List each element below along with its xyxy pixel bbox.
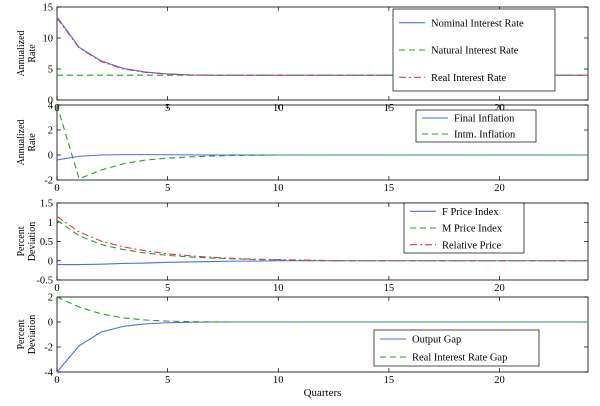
y-axis-label-line: Annualized [16, 119, 27, 165]
x-tick-label: 10 [273, 183, 284, 194]
x-tick-label: 0 [54, 375, 59, 386]
x-tick-label: 5 [165, 283, 170, 294]
y-tick-label: 5 [48, 65, 53, 76]
series-line-real-interest-rate-gap [56, 296, 588, 323]
legend-box [373, 329, 540, 367]
y-axis-label-line: Deviation [27, 222, 38, 261]
legend-label: M Price Index [442, 224, 503, 235]
series-line-intm-inflation [56, 104, 588, 180]
x-tick-label: 20 [494, 375, 505, 386]
y-axis-label-line: Percent [16, 319, 27, 349]
y-tick-label: -4 [44, 368, 53, 379]
y-tick-label: -2 [44, 343, 53, 354]
x-tick-label: 0 [54, 283, 59, 294]
plot-frame [56, 104, 589, 181]
series-line-output-gap [56, 321, 588, 373]
legend-label: Real Interest Rate Gap [412, 353, 507, 364]
legend: Nominal Interest Rate Natural Interest Ra… [392, 8, 556, 92]
y-tick-label: 10 [43, 34, 54, 45]
x-tick-label: 10 [273, 375, 284, 386]
x-tick-label: 10 [273, 283, 284, 294]
legend-label: Output Gap [412, 335, 461, 346]
x-tick-label: 15 [384, 283, 395, 294]
y-axis-label: PercentDeviation [16, 315, 38, 354]
legend: F Price Index M Price Index Relative Price [403, 202, 525, 254]
legend: Output Gap Real Interest Rate Gap [373, 329, 540, 367]
y-tick-label: 0 [48, 151, 53, 162]
x-tick-label: 15 [384, 375, 395, 386]
legend-box [415, 109, 537, 143]
plot-frame [56, 296, 589, 373]
legend-label: F Price Index [442, 207, 499, 218]
legend-label: Final Inflation [454, 114, 515, 125]
y-tick-label: 0 [48, 96, 53, 107]
y-tick-label: 0 [48, 256, 53, 267]
y-axis-label-line: Percent [16, 226, 27, 256]
y-tick-label: -2 [44, 176, 53, 187]
y-tick-label: -0.5 [36, 276, 53, 287]
x-tick-label: 20 [494, 183, 505, 194]
y-axis-label-line: Deviation [27, 315, 38, 354]
x-axis-label: Quarters [304, 387, 342, 399]
x-tick-label: 20 [494, 283, 505, 294]
x-tick-label: 5 [165, 183, 170, 194]
y-tick-label: 4 [48, 101, 54, 112]
plot-frame [56, 6, 589, 101]
y-axis-label-line: Annualized [16, 30, 27, 76]
legend-label: Real Interest Rate [431, 73, 507, 84]
panel-1: 05101520051015AnnualizedRateNominal Inte… [16, 3, 589, 114]
series-line-real-interest-rate [56, 17, 588, 76]
legend-label: Intm. Inflation [454, 130, 516, 141]
y-tick-label: 1 [48, 218, 53, 229]
x-tick-label: 5 [165, 375, 170, 386]
legend-label: Natural Interest Rate [431, 46, 519, 57]
y-axis-label: AnnualizedRate [16, 119, 38, 165]
panel-4: 0 5 10 15 20 -4 -2 0 2 PercentDeviation Output Gap… [16, 293, 589, 399]
y-axis-label-line: Rate [27, 133, 38, 152]
y-axis-label: AnnualizedRate [16, 30, 38, 76]
legend-label: Nominal Interest Rate [431, 18, 524, 29]
y-tick-label: 0.5 [40, 237, 53, 248]
legend-label: Relative Price [442, 240, 502, 251]
y-axis-label: PercentDeviation [16, 222, 38, 261]
series-line-f-price-index [57, 260, 588, 266]
y-tick-label: 2 [48, 126, 53, 137]
y-tick-label: 15 [43, 3, 54, 14]
legend: Final Inflation Intm. Inflation [415, 109, 537, 143]
y-tick-label: 0 [48, 318, 53, 329]
y-axis-label-line: Rate [27, 44, 38, 63]
series-line-relative-price [56, 216, 588, 262]
y-tick-label: 1.5 [40, 199, 53, 210]
y-tick-label: 2 [48, 293, 53, 304]
x-tick-label: 15 [384, 183, 395, 194]
x-tick-label: 0 [54, 183, 59, 194]
